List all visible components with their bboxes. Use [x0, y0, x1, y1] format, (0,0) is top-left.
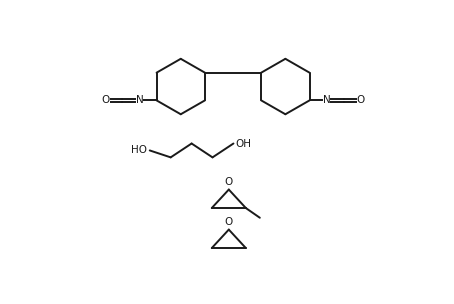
Text: N: N	[323, 95, 331, 105]
Text: O: O	[225, 217, 233, 227]
Text: OH: OH	[236, 139, 252, 149]
Text: O: O	[101, 95, 109, 105]
Text: N: N	[136, 95, 143, 105]
Text: O: O	[356, 95, 365, 105]
Text: HO: HO	[131, 145, 148, 155]
Text: O: O	[225, 177, 233, 187]
